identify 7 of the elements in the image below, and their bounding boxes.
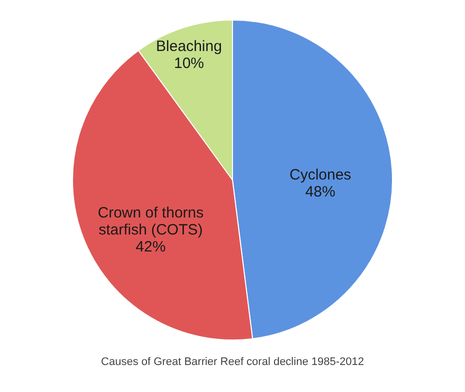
text: Causes of Great Barrier Reef coral decline 1985-2012 <box>101 356 364 368</box>
data-label: 48% <box>305 183 336 200</box>
slice-label: Bleaching <box>156 38 222 56</box>
data-label: 42% <box>136 238 166 256</box>
slice-label: Cyclones <box>289 166 352 184</box>
data-label: 10% <box>174 55 204 72</box>
slice-label: Crown of thorns starfish (COTS) <box>98 204 204 238</box>
